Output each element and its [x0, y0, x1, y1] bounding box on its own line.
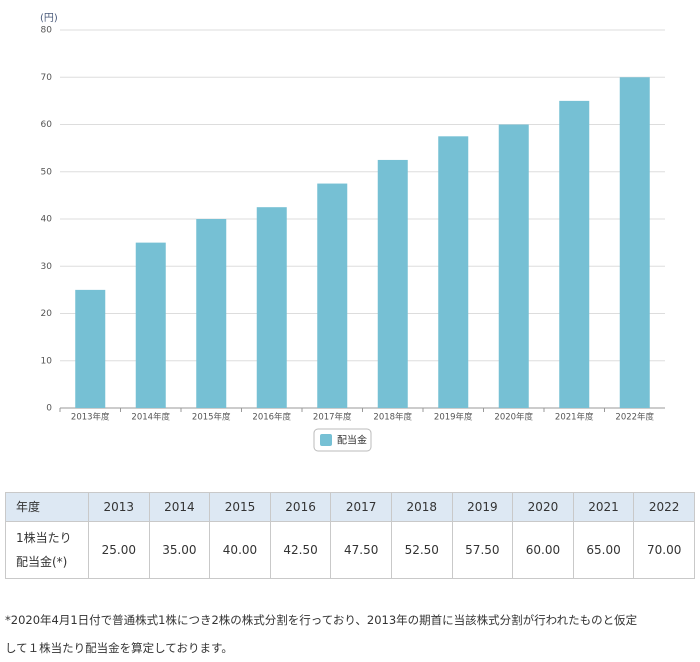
table-cell: 60.00 [512, 521, 574, 579]
x-tick-label: 2014年度 [131, 412, 170, 423]
y-tick-label: 40 [41, 215, 53, 225]
x-tick-label: 2015年度 [192, 412, 231, 423]
table-cell: 65.00 [572, 521, 635, 579]
y-tick-label: 60 [41, 120, 53, 130]
table-cell: 2018 [390, 492, 453, 522]
x-tick-label: 2019年度 [434, 412, 473, 423]
footnote: *2020年4月1日付で普通株式1株につき2株の株式分割を行っており、2013年… [5, 606, 637, 662]
bar [256, 207, 287, 408]
x-tick-label: 2022年度 [615, 412, 654, 423]
table-cell: 52.50 [390, 521, 453, 579]
y-tick-label: 70 [41, 73, 53, 83]
table-cell: 年度 [5, 492, 89, 522]
bar [498, 124, 529, 408]
bar [196, 219, 227, 408]
table-cell: 2017 [330, 492, 392, 522]
table-cell: 2020 [512, 492, 574, 522]
bar [438, 136, 469, 408]
table-cell: 47.50 [330, 521, 392, 579]
dividend-table: 年度 2013 2014 2015 2016 2017 2018 2019 2020 2021 20… [5, 492, 695, 579]
y-tick-label: 80 [41, 26, 53, 36]
table-cell: 25.00 [88, 521, 150, 579]
x-tick-label: 2020年度 [494, 412, 533, 423]
y-tick-label: 10 [41, 356, 53, 366]
legend-swatch [320, 434, 332, 446]
note-line: *2020年4月1日付で普通株式1株につき2株の株式分割を行っており、2013年… [5, 613, 638, 627]
x-tick-label: 2016年度 [252, 412, 291, 423]
table-cell: 35.00 [148, 521, 211, 579]
table-cell: 2019 [451, 492, 514, 522]
table-cell: 42.50 [269, 521, 332, 579]
note-line: して１株当たり配当金を算定しております。 [5, 641, 233, 655]
bar [317, 183, 348, 408]
bar [135, 242, 166, 408]
x-tick-label: 2017年度 [313, 412, 352, 423]
legend-label: 配当金 [337, 434, 367, 447]
bar [559, 100, 590, 408]
data-row: 1株当たり 配当金(*) 25.00 35.00 40.00 42.50 47.50 52.5… [5, 521, 695, 579]
bar [75, 289, 106, 408]
y-axis-title: (円) [40, 13, 58, 24]
y-tick-label: 20 [41, 309, 53, 319]
x-tick-label: 2021年度 [555, 412, 594, 423]
cell-line: 配当金(*) [16, 555, 68, 569]
table-cell: 2014 [148, 492, 211, 522]
x-tick-label: 2013年度 [71, 412, 110, 423]
table-cell: 2022 [633, 492, 695, 522]
chart: (円) 0 10 20 30 40 50 60 70 80 2013年度 2014年度 2015年度 2… [40, 13, 665, 452]
table-cell: 2015 [209, 492, 271, 522]
cell-line: 1株当たり [16, 531, 72, 545]
table-cell: 2021 [572, 492, 635, 522]
table-cell: 70.00 [633, 521, 695, 579]
y-tick-label: 50 [41, 167, 53, 177]
bar [619, 77, 650, 408]
header-row: 年度 2013 2014 2015 2016 2017 2018 2019 2020 2021 20… [5, 492, 695, 522]
bar [377, 159, 408, 408]
x-tick-label: 2018年度 [373, 412, 412, 423]
y-tick-label: 0 [46, 404, 52, 414]
table-cell: 2013 [88, 492, 150, 522]
table-cell: 1株当たり配当金(*) [5, 521, 89, 579]
table-cell: 57.50 [451, 521, 514, 579]
table-cell: 40.00 [209, 521, 271, 579]
y-tick-label: 30 [41, 262, 53, 272]
table-cell: 2016 [269, 492, 332, 522]
